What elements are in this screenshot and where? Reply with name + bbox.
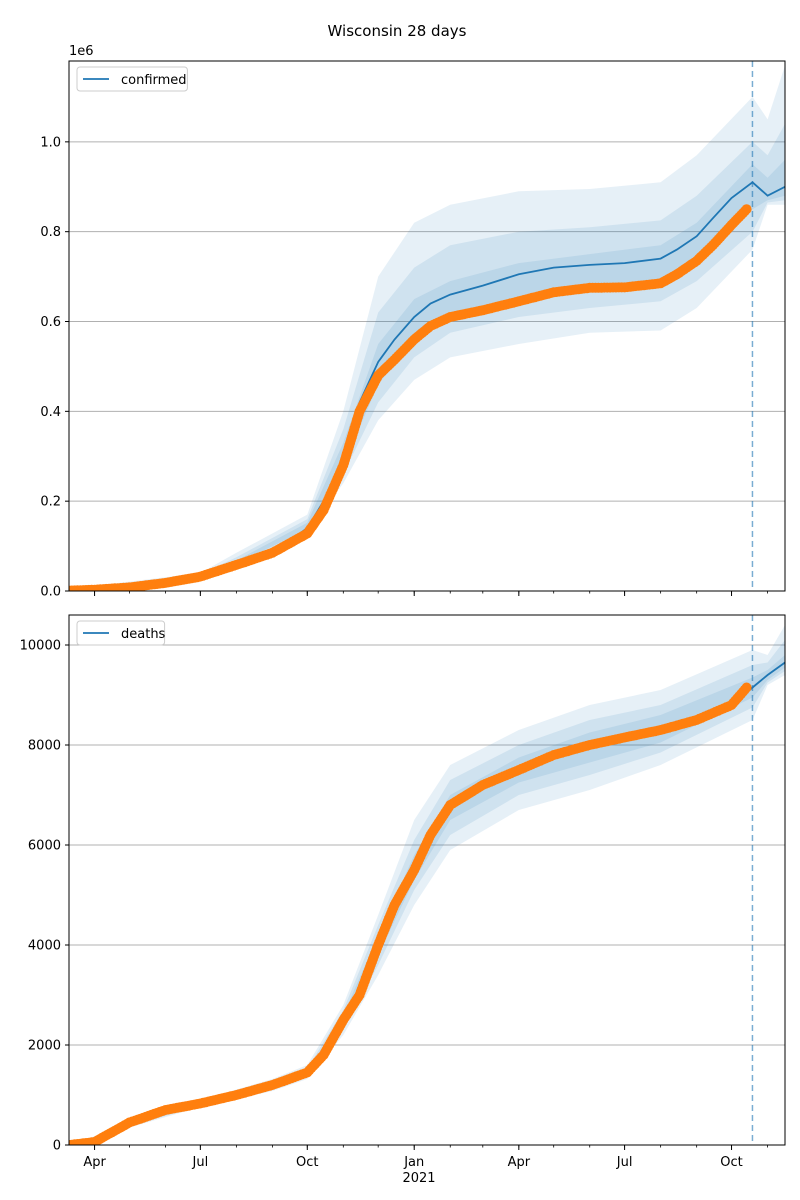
figure-title: Wisconsin 28 days bbox=[328, 22, 467, 40]
y-tick-label: 0.8 bbox=[40, 225, 61, 240]
y-tick-label: 2000 bbox=[28, 1039, 61, 1054]
plot-area bbox=[69, 65, 785, 591]
x-year-label: 2021 bbox=[402, 1171, 435, 1186]
legend: confirmed bbox=[76, 66, 188, 92]
axes-frame bbox=[68, 614, 786, 1146]
axes-frame bbox=[68, 60, 786, 592]
x-tick-label: Apr bbox=[508, 1155, 531, 1170]
x-tick-label: Jan bbox=[403, 1155, 424, 1170]
uncertainty-band bbox=[69, 640, 785, 1145]
observed-points bbox=[69, 682, 752, 1145]
y-tick-label: 0 bbox=[53, 1139, 61, 1154]
y-tick-label: 8000 bbox=[28, 739, 61, 754]
observed-point bbox=[741, 204, 752, 215]
y-tick-label: 10000 bbox=[20, 639, 61, 654]
x-tick-label: Apr bbox=[83, 1155, 106, 1170]
uncertainty-band bbox=[69, 159, 785, 591]
legend-box bbox=[76, 66, 188, 92]
y-tick-label: 0.2 bbox=[40, 495, 61, 510]
x-tick-label: Oct bbox=[720, 1155, 742, 1170]
legend-label: deaths bbox=[121, 627, 166, 642]
y-tick-label: 1.0 bbox=[40, 135, 61, 150]
y-tick-label: 0.4 bbox=[40, 405, 61, 420]
x-tick-label: Oct bbox=[296, 1155, 318, 1170]
uncertainty-band bbox=[69, 655, 785, 1145]
legend-box bbox=[76, 620, 166, 646]
x-tick-label: Jul bbox=[616, 1155, 633, 1170]
uncertainty-band bbox=[69, 625, 785, 1145]
legend-label: confirmed bbox=[121, 73, 187, 88]
y-tick-label: 0.0 bbox=[40, 585, 61, 600]
y-tick-label: 6000 bbox=[28, 839, 61, 854]
observed-point bbox=[741, 682, 752, 693]
plot-area bbox=[69, 625, 785, 1145]
uncertainty-band bbox=[69, 123, 785, 591]
y-tick-label: 0.6 bbox=[40, 315, 61, 330]
observed-points bbox=[69, 204, 752, 591]
deaths-panel: 0 2000 4000 6000 8000 10000 Apr Jul Oct Jan Apr Jul… bbox=[20, 614, 786, 1170]
y-offset-label: 1e6 bbox=[69, 44, 94, 59]
x-tick-label: Jul bbox=[192, 1155, 209, 1170]
legend: deaths bbox=[76, 620, 166, 646]
confirmed-panel: 0.0 0.2 0.4 0.6 0.8 1.0 1e6 confirmed bbox=[40, 44, 786, 600]
y-tick-label: 4000 bbox=[28, 939, 61, 954]
